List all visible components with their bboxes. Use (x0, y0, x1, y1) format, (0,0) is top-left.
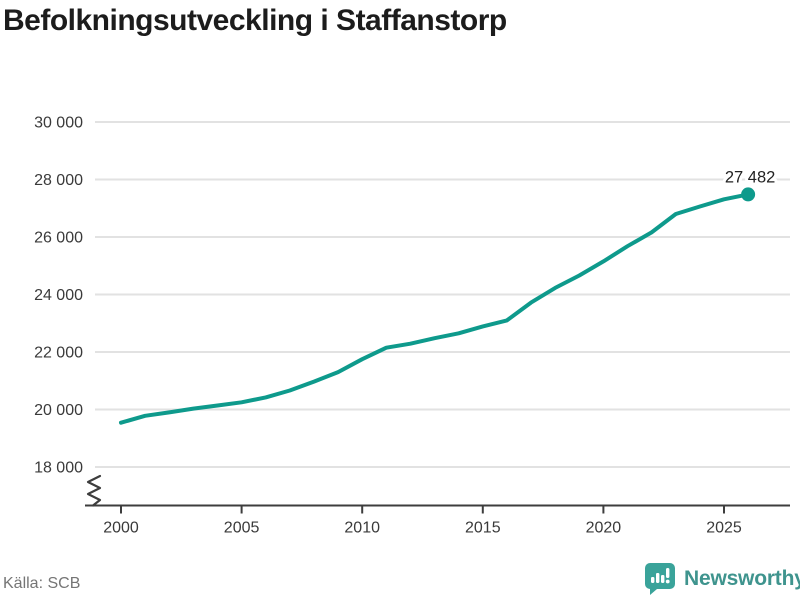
exclamation-dot (665, 579, 670, 584)
y-tick-label-20000: 20 000 (34, 402, 83, 419)
bar-3 (661, 575, 665, 583)
y-tick-label-24000: 24 000 (34, 287, 83, 304)
x-tick-label-2010: 2010 (344, 520, 380, 537)
y-tick-label-18000: 18 000 (34, 460, 83, 477)
y-tick-label-26000: 26 000 (34, 230, 83, 247)
x-tick-label-2000: 2000 (103, 520, 139, 537)
population-series-line (119, 192, 751, 425)
newsworthy-icon (645, 563, 675, 595)
exclamation-bar (666, 568, 670, 578)
bar-1 (651, 577, 655, 583)
x-tick-label-2025: 2025 (706, 520, 742, 537)
y-axis-break-icon (86, 474, 102, 507)
y-tick-label-22000: 22 000 (34, 345, 83, 362)
chart-title: Befolkningsutveckling i Staffanstorp (3, 4, 507, 37)
x-tick-label-2015: 2015 (465, 520, 501, 537)
source-label: Källa: SCB (3, 575, 81, 592)
y-tick-label-30000: 30 000 (34, 115, 83, 132)
latest-value-point (741, 187, 756, 202)
x-tick-label-2020: 2020 (586, 520, 622, 537)
newsworthy-wordmark: Newsworthy (684, 567, 800, 590)
bar-2 (656, 573, 660, 583)
speech-bubble-shape (645, 563, 675, 595)
x-tick-label-2005: 2005 (224, 520, 260, 537)
y-tick-label-28000: 28 000 (34, 172, 83, 189)
latest-value-label: 27 482 (725, 168, 775, 186)
newsworthy-logo: Newsworthy (644, 562, 800, 596)
